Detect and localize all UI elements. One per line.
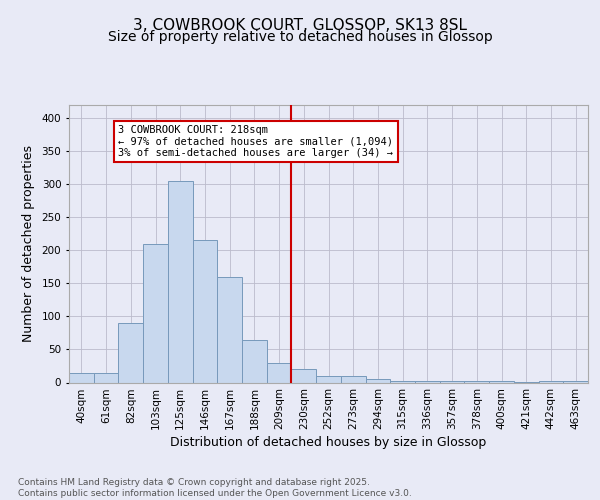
Bar <box>415 381 440 382</box>
Bar <box>563 381 588 382</box>
Bar <box>242 340 267 382</box>
Bar <box>539 380 563 382</box>
Bar <box>143 244 168 382</box>
Bar <box>292 370 316 382</box>
Bar <box>69 372 94 382</box>
Bar <box>390 380 415 382</box>
Bar <box>193 240 217 382</box>
X-axis label: Distribution of detached houses by size in Glossop: Distribution of detached houses by size … <box>170 436 487 450</box>
Text: Contains HM Land Registry data © Crown copyright and database right 2025.
Contai: Contains HM Land Registry data © Crown c… <box>18 478 412 498</box>
Text: 3 COWBROOK COURT: 218sqm
← 97% of detached houses are smaller (1,094)
3% of semi: 3 COWBROOK COURT: 218sqm ← 97% of detach… <box>118 125 394 158</box>
Bar <box>489 380 514 382</box>
Bar <box>217 277 242 382</box>
Bar <box>118 323 143 382</box>
Bar <box>316 376 341 382</box>
Bar <box>365 379 390 382</box>
Bar <box>267 362 292 382</box>
Bar <box>341 376 365 382</box>
Bar <box>440 380 464 382</box>
Y-axis label: Number of detached properties: Number of detached properties <box>22 145 35 342</box>
Bar <box>464 381 489 382</box>
Text: Size of property relative to detached houses in Glossop: Size of property relative to detached ho… <box>107 30 493 44</box>
Bar <box>168 181 193 382</box>
Bar <box>94 372 118 382</box>
Text: 3, COWBROOK COURT, GLOSSOP, SK13 8SL: 3, COWBROOK COURT, GLOSSOP, SK13 8SL <box>133 18 467 32</box>
